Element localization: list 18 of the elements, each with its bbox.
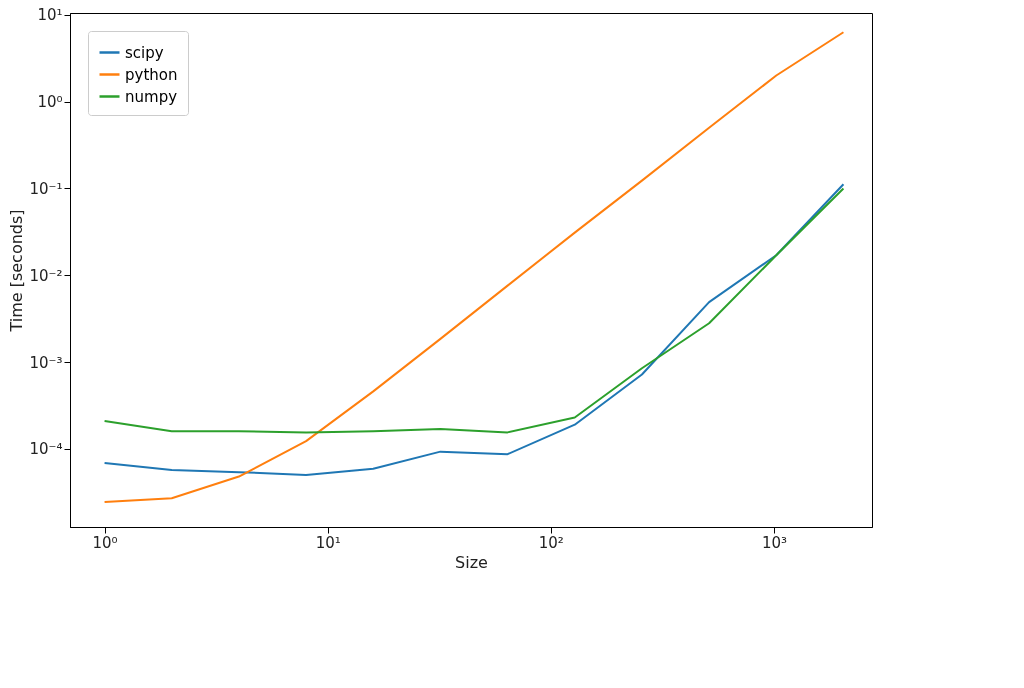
y-axis-title: Time [seconds] [7, 209, 27, 333]
legend-label: numpy [125, 87, 178, 106]
line-series [103, 31, 845, 503]
legend-label: scipy [125, 43, 164, 62]
x-tick-label: 10¹ [315, 533, 341, 552]
y-tick-label: 10¹ [37, 6, 63, 25]
y-tick-label: 10⁻² [29, 266, 63, 285]
line-series [103, 183, 845, 477]
line-series [103, 187, 845, 434]
x-axis-title: Size [455, 552, 488, 572]
x-tick-label: 10² [538, 533, 564, 552]
y-tick-label: 10⁻³ [29, 353, 63, 372]
y-tick-label: 10⁰ [37, 93, 63, 112]
y-tick-label: 10⁻¹ [29, 179, 63, 198]
legend-label: python [125, 65, 178, 84]
x-tick-label: 10³ [761, 533, 788, 552]
x-tick-label: 10⁰ [92, 533, 118, 552]
y-tick-label: 10⁻⁴ [29, 440, 63, 459]
